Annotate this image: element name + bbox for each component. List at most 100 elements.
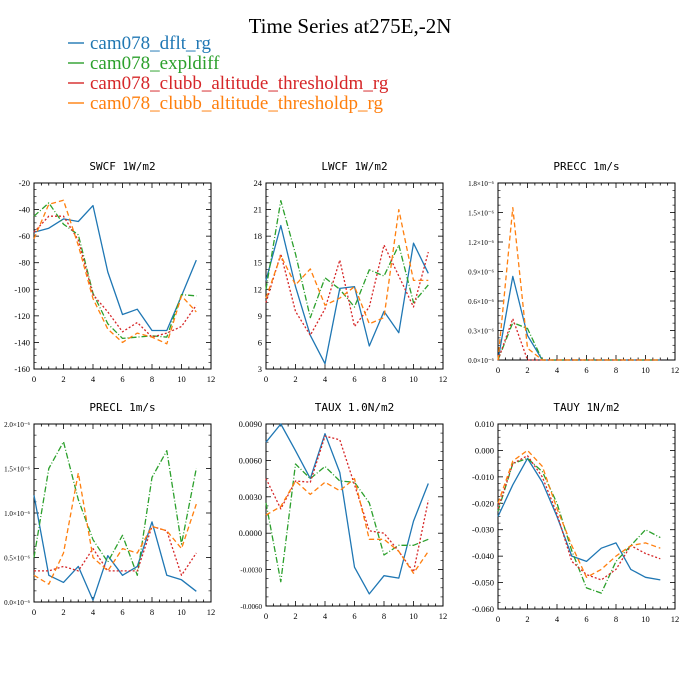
series-line-cam078_dflt_rg [497,457,661,581]
chart-panel-0: SWCF 1W/m2 0 2 4 6 8 10 12 -160 -140 -120 -100 -80 -6… [14,160,215,384]
x-tick-label: 6 [584,365,588,375]
x-tick-label: 8 [150,607,154,617]
legend-label-3: cam078_clubb_altitude_thresholdp_rg [90,93,384,114]
x-tick-label: 12 [207,607,216,617]
y-tick-label: 0.0030 [239,492,262,502]
x-tick-label: 10 [177,607,186,617]
series-line-cam078_expldiff [265,200,429,319]
y-tick-label: 15 [254,258,263,268]
x-tick-label: 8 [614,365,618,375]
x-tick-label: 6 [120,607,124,617]
x-tick-label: 0 [264,374,268,384]
y-tick-label: 0.0090 [239,419,262,429]
y-tick-label: 1.5×10⁻⁶ [468,210,494,218]
panel-frame-2 [497,182,676,361]
y-tick-label: 0.5×10⁻⁶ [4,555,30,563]
series-line-cam078_dflt_rg [33,495,197,601]
x-tick-label: 8 [150,374,154,384]
x-tick-label: 4 [91,607,96,617]
x-tick-label: 6 [352,611,356,621]
legend-label-0: cam078_dflt_rg [90,33,212,54]
y-tick-label: -140 [14,337,30,347]
series-line-cam078_expldiff [265,463,429,583]
panel-title-5: TAUY 1N/m2 [553,401,619,414]
y-tick-label: 2.0×10⁻⁶ [4,421,30,429]
x-tick-label: 10 [409,611,418,621]
series-line-cam078_dflt_rg [33,204,197,332]
legend-label-1: cam078_expldiff [90,53,220,74]
series-line-cam078_expldiff [497,321,661,361]
y-tick-label: 0.3×10⁻⁶ [468,328,494,336]
x-tick-label: 12 [439,611,448,621]
x-tick-label: 4 [555,365,560,375]
x-tick-label: 10 [641,365,650,375]
x-tick-label: 12 [439,374,448,384]
x-tick-label: 2 [61,607,65,617]
x-tick-label: 2 [293,611,297,621]
chart-panel-2: PRECC 1m/s 0 2 4 6 8 10 12 0.0×10⁻⁶ 0.3×10⁻⁶ 0.6×1… [468,160,679,375]
x-tick-label: 8 [382,374,386,384]
x-tick-label: 4 [323,611,328,621]
chart-panel-4: TAUX 1.0N/m2 0 2 4 6 8 10 12 -0.0060 -0.0030 0.000… [239,401,448,621]
series-line-cam078_dflt_rg [265,423,429,595]
x-tick-label: 12 [207,374,216,384]
y-tick-label: -0.060 [472,604,494,614]
x-tick-label: 2 [293,374,297,384]
x-tick-label: 10 [409,374,418,384]
y-tick-label: -0.030 [472,525,494,535]
chart-panel-3: PRECL 1m/s 0 2 4 6 8 10 12 0.0×10⁻⁶ 0.5×10⁻⁶ 1.0×1… [4,401,215,617]
y-tick-label: 24 [254,178,263,188]
y-tick-label: -0.0060 [240,603,262,611]
y-tick-label: 21 [254,205,263,215]
x-tick-label: 10 [177,374,186,384]
series-line-cam078_expldiff [497,457,661,594]
y-tick-label: -160 [14,364,30,374]
y-tick-label: 3 [258,364,262,374]
y-tick-label: 9 [258,311,262,321]
x-tick-label: 12 [671,365,680,375]
x-tick-label: 6 [584,614,588,624]
x-tick-label: 4 [91,374,96,384]
x-tick-label: 8 [382,611,386,621]
y-tick-label: 0.0×10⁻⁶ [468,357,494,365]
series-line-cam078_clubb_altitude_thresholdm_rg [34,525,197,576]
series-line-cam078_clubb_altitude_thresholdp_rg [265,477,429,574]
x-tick-label: 2 [61,374,65,384]
y-tick-label: -0.020 [472,498,494,508]
chart-panel-5: TAUY 1N/m2 0 2 4 6 8 10 12 -0.060 -0.050 -0.040 -0.… [472,401,679,624]
x-tick-label: 0 [32,374,36,384]
y-tick-label: 1.8×10⁻⁶ [468,180,494,188]
series-line-cam078_clubb_altitude_thresholdp_rg [265,208,429,325]
series-line-cam078_clubb_altitude_thresholdm_rg [497,318,661,361]
y-tick-label: 0.0060 [239,455,262,465]
y-tick-label: -0.050 [472,578,494,588]
x-tick-label: 2 [525,614,529,624]
panel-title-4: TAUX 1.0N/m2 [315,401,394,414]
x-tick-label: 0 [32,607,36,617]
panel-title-3: PRECL 1m/s [89,401,155,414]
series-line-cam078_clubb_altitude_thresholdp_rg [497,206,661,361]
panel-title-2: PRECC 1m/s [553,160,619,173]
y-tick-label: -0.010 [472,472,494,482]
y-tick-label: 12 [254,284,263,294]
series-line-cam078_dflt_rg [265,224,429,365]
y-tick-label: 1.5×10⁻⁶ [4,466,30,474]
y-tick-label: 0.0×10⁻⁶ [4,599,30,607]
x-tick-label: 12 [671,614,680,624]
y-tick-label: 1.0×10⁻⁶ [4,510,30,518]
y-tick-label: 0.9×10⁻⁶ [468,269,494,277]
y-tick-label: -20 [19,178,30,188]
series-line-cam078_clubb_altitude_thresholdp_rg [33,472,197,585]
y-tick-label: 6 [258,337,262,347]
y-tick-label: -40 [19,205,30,215]
y-tick-label: -0.040 [472,551,494,561]
x-tick-label: 6 [120,374,124,384]
y-tick-label: 0.000 [475,445,494,455]
y-tick-label: 0.6×10⁻⁶ [468,298,494,306]
x-tick-label: 6 [352,374,356,384]
y-tick-label: -120 [14,311,30,321]
x-tick-label: 0 [264,611,268,621]
x-tick-label: 4 [323,374,328,384]
